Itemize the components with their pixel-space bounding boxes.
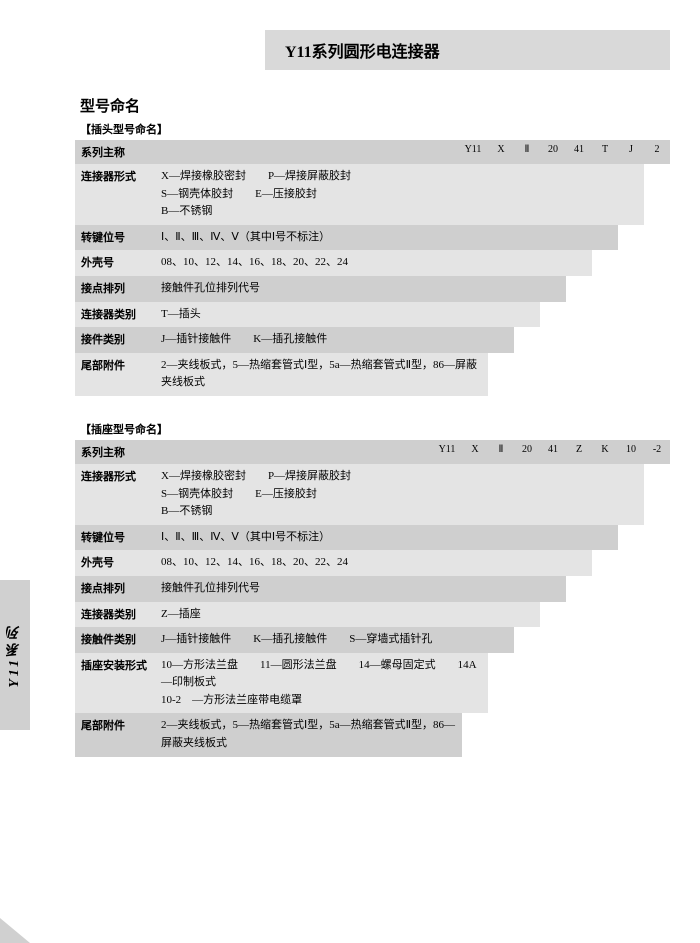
receptacle-row: 接触件类别 J—插针接触件 K—插孔接触件 S—穿墙式插针孔 [75,627,514,653]
receptacle-row: 外壳号 08、10、12、14、16、18、20、22、24 [75,550,592,576]
receptacle-row: 接点排列 接触件孔位排列代号 [75,576,566,602]
receptacle-row: 连接器形式 X—焊接橡胶密封 P—焊接屏蔽胶封 S—钢壳体胶封 E—压接胶封 B… [75,464,644,525]
plug-row: 接件类别 J—插针接触件 K—插孔接触件 [75,327,514,353]
receptacle-row: 尾部附件 2—夹线板式，5—热缩套管式Ⅰ型，5a—热缩套管式Ⅱ型，86—屏蔽夹线… [75,713,462,756]
plug-row: 尾部附件 2—夹线板式，5—热缩套管式Ⅰ型，5a—热缩套管式Ⅱ型，86—屏蔽夹线… [75,353,488,396]
receptacle-row: 连接器类别 Z—插座 [75,602,540,628]
plug-code-cells: Y11 X Ⅱ 20 41 T J 2 [458,140,670,164]
receptacle-code-cells: Y11 X Ⅱ 20 41 Z K 10 -2 [432,440,670,464]
receptacle-row: 插座安装形式 10—方形法兰盘 11—圆形法兰盘 14—螺母固定式 14A—印制… [75,653,488,714]
page-title: Y11系列圆形电连接器 [265,30,670,70]
plug-row: 外壳号 08、10、12、14、16、18、20、22、24 [75,250,592,276]
plug-naming-block: 【插头型号命名】 系列主称 Y11 X Ⅱ 20 41 T J 2 连接器形式 … [45,121,670,396]
plug-row: 转键位号 Ⅰ、Ⅱ、Ⅲ、Ⅳ、Ⅴ（其中Ⅰ号不标注） [75,225,618,251]
plug-row: 连接器类别 T—插头 [75,302,540,328]
side-tab-label: Y11系列 [5,623,25,688]
plug-row: 接点排列 接触件孔位排列代号 [75,276,566,302]
receptacle-subtitle: 【插座型号命名】 [80,421,670,437]
plug-header-row: 系列主称 Y11 X Ⅱ 20 41 T J 2 [75,140,670,164]
plug-row: 连接器形式 X—焊接橡胶密封 P—焊接屏蔽胶封 S—钢壳体胶封 E—压接胶封 B… [75,164,644,225]
side-tab: Y11系列 [0,580,30,730]
plug-subtitle: 【插头型号命名】 [80,121,670,137]
section-title: 型号命名 [80,95,670,116]
plug-header-label: 系列主称 [75,140,155,164]
receptacle-header-row: 系列主称 Y11 X Ⅱ 20 41 Z K 10 -2 [75,440,670,464]
receptacle-naming-block: 【插座型号命名】 系列主称 Y11 X Ⅱ 20 41 Z K 10 -2 连接… [45,421,670,757]
receptacle-header-label: 系列主称 [75,440,155,464]
corner-decor [0,918,30,943]
receptacle-row: 转键位号 Ⅰ、Ⅱ、Ⅲ、Ⅳ、Ⅴ（其中Ⅰ号不标注） [75,525,618,551]
